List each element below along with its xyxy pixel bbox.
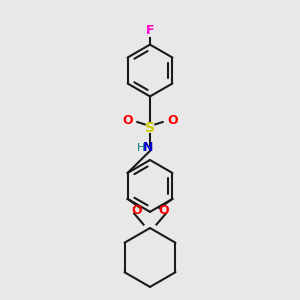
Text: O: O	[131, 204, 142, 217]
Text: S: S	[145, 121, 155, 135]
Text: N: N	[142, 141, 153, 154]
Text: O: O	[167, 114, 178, 127]
Text: O: O	[122, 114, 133, 127]
Text: H: H	[136, 143, 145, 153]
Text: O: O	[158, 204, 169, 217]
Text: F: F	[146, 24, 154, 37]
